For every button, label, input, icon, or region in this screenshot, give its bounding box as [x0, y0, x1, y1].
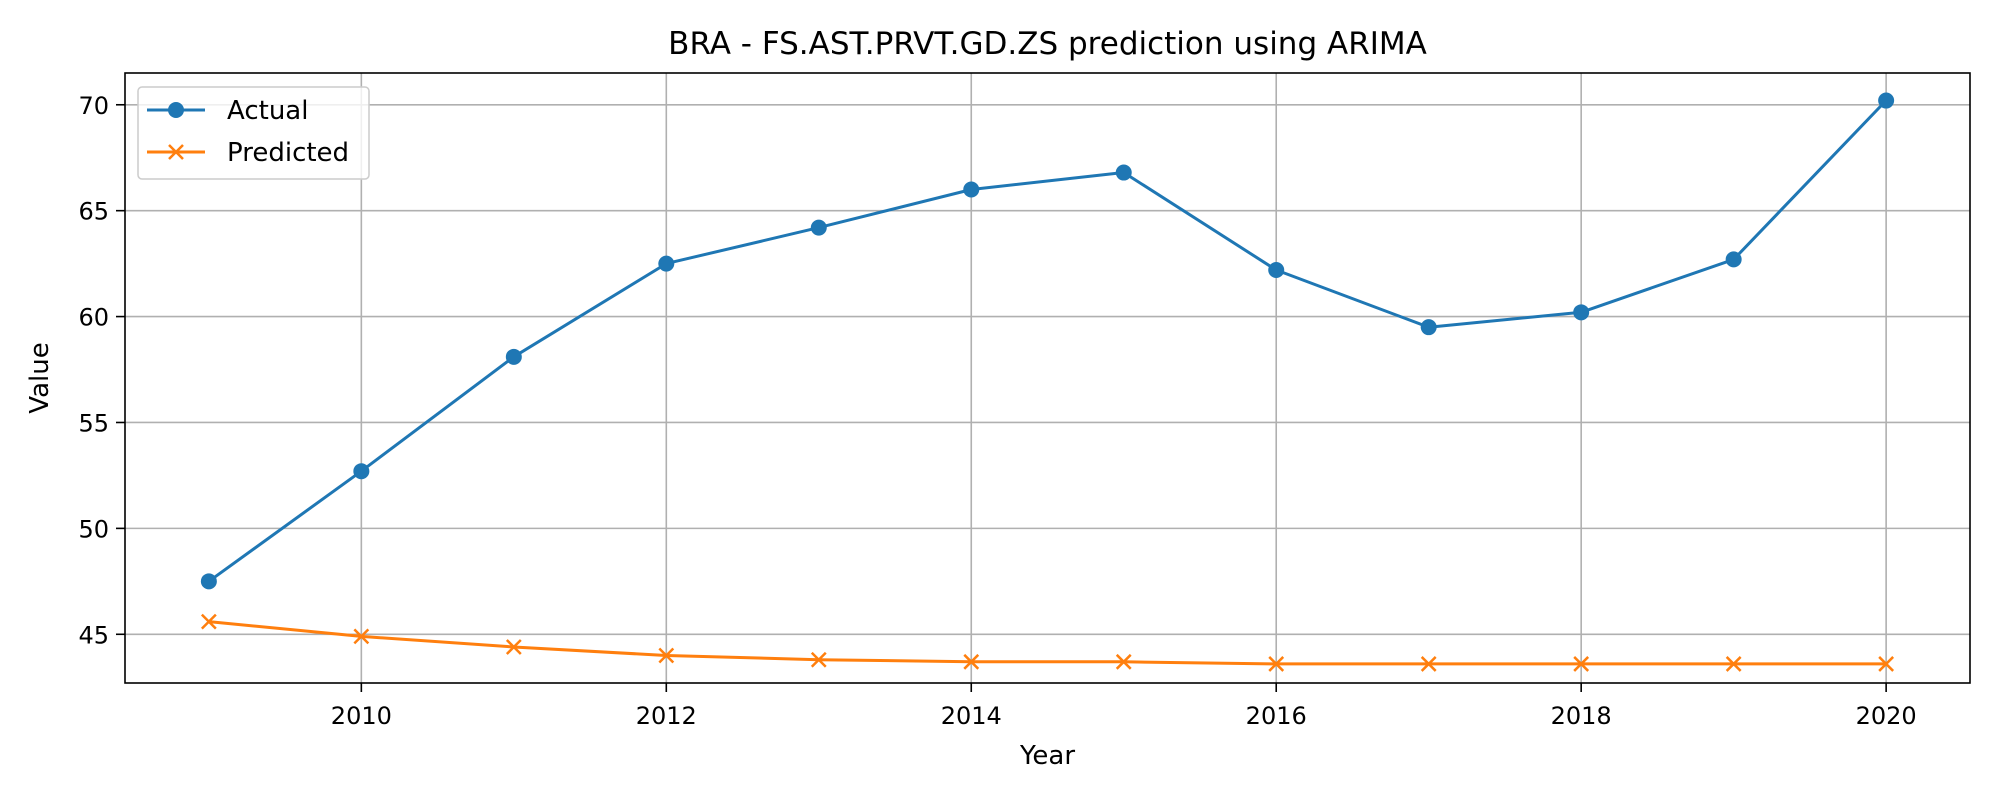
grid: [125, 73, 1970, 683]
predicted-line: [208, 620, 1887, 666]
actual-point: [810, 219, 827, 236]
x-tick-label: 2010: [331, 702, 392, 730]
actual-point: [353, 463, 370, 480]
y-tick-label: 50: [78, 515, 109, 543]
predicted-point: [353, 628, 370, 645]
predicted-point: [505, 639, 522, 655]
actual-point: [1268, 261, 1285, 278]
predicted-point: [963, 653, 980, 670]
actual-point: [200, 573, 217, 590]
x-tick-label: 2012: [636, 702, 697, 730]
actual-point: [1115, 164, 1132, 181]
y-tick-label: 60: [78, 304, 109, 332]
legend-actual-marker: [168, 102, 184, 118]
x-tick-label: 2020: [1856, 702, 1917, 730]
predicted-series: [200, 613, 1895, 672]
x-tick-label: 2016: [1246, 702, 1307, 730]
actual-point: [1420, 319, 1437, 336]
actual-line: [208, 99, 1888, 583]
actual-point: [505, 348, 522, 365]
legend-predicted-label: Predicted: [227, 138, 349, 168]
actual-point: [658, 255, 675, 272]
predicted-point: [1420, 656, 1437, 672]
actual-point: [1573, 304, 1590, 321]
legend: Actual Predicted: [137, 86, 370, 180]
predicted-point: [810, 651, 827, 668]
y-axis-label: Value: [25, 342, 55, 413]
predicted-point: [1573, 656, 1590, 672]
x-tick-label: 2014: [941, 702, 1002, 730]
y-tick-label: 55: [78, 409, 109, 437]
y-tick-label: 45: [78, 621, 109, 649]
x-axis-label: Year: [1019, 741, 1075, 771]
predicted-point: [1725, 656, 1742, 672]
legend-actual-label: Actual: [227, 96, 308, 126]
predicted-point: [200, 613, 217, 630]
y-tick-label: 70: [78, 92, 109, 120]
predicted-point: [1878, 656, 1895, 672]
ticks: 2010 2012 2014 2016 2018 2020 45 50 55 60 65 70: [78, 92, 1916, 730]
y-tick-label: 65: [78, 198, 109, 226]
legend-predicted-marker: [168, 144, 184, 160]
actual-point: [963, 181, 980, 198]
predicted-point: [1268, 656, 1285, 672]
series-group: [200, 92, 1895, 672]
actual-point: [1725, 251, 1742, 268]
predicted-point: [1115, 653, 1132, 670]
actual-series: [200, 92, 1895, 590]
x-tick-label: 2018: [1551, 702, 1612, 730]
plot-area-frame: [124, 72, 1971, 684]
actual-point: [1878, 92, 1895, 109]
chart-title: BRA - FS.AST.PRVT.GD.ZS prediction using…: [668, 26, 1427, 62]
predicted-point: [658, 647, 675, 664]
